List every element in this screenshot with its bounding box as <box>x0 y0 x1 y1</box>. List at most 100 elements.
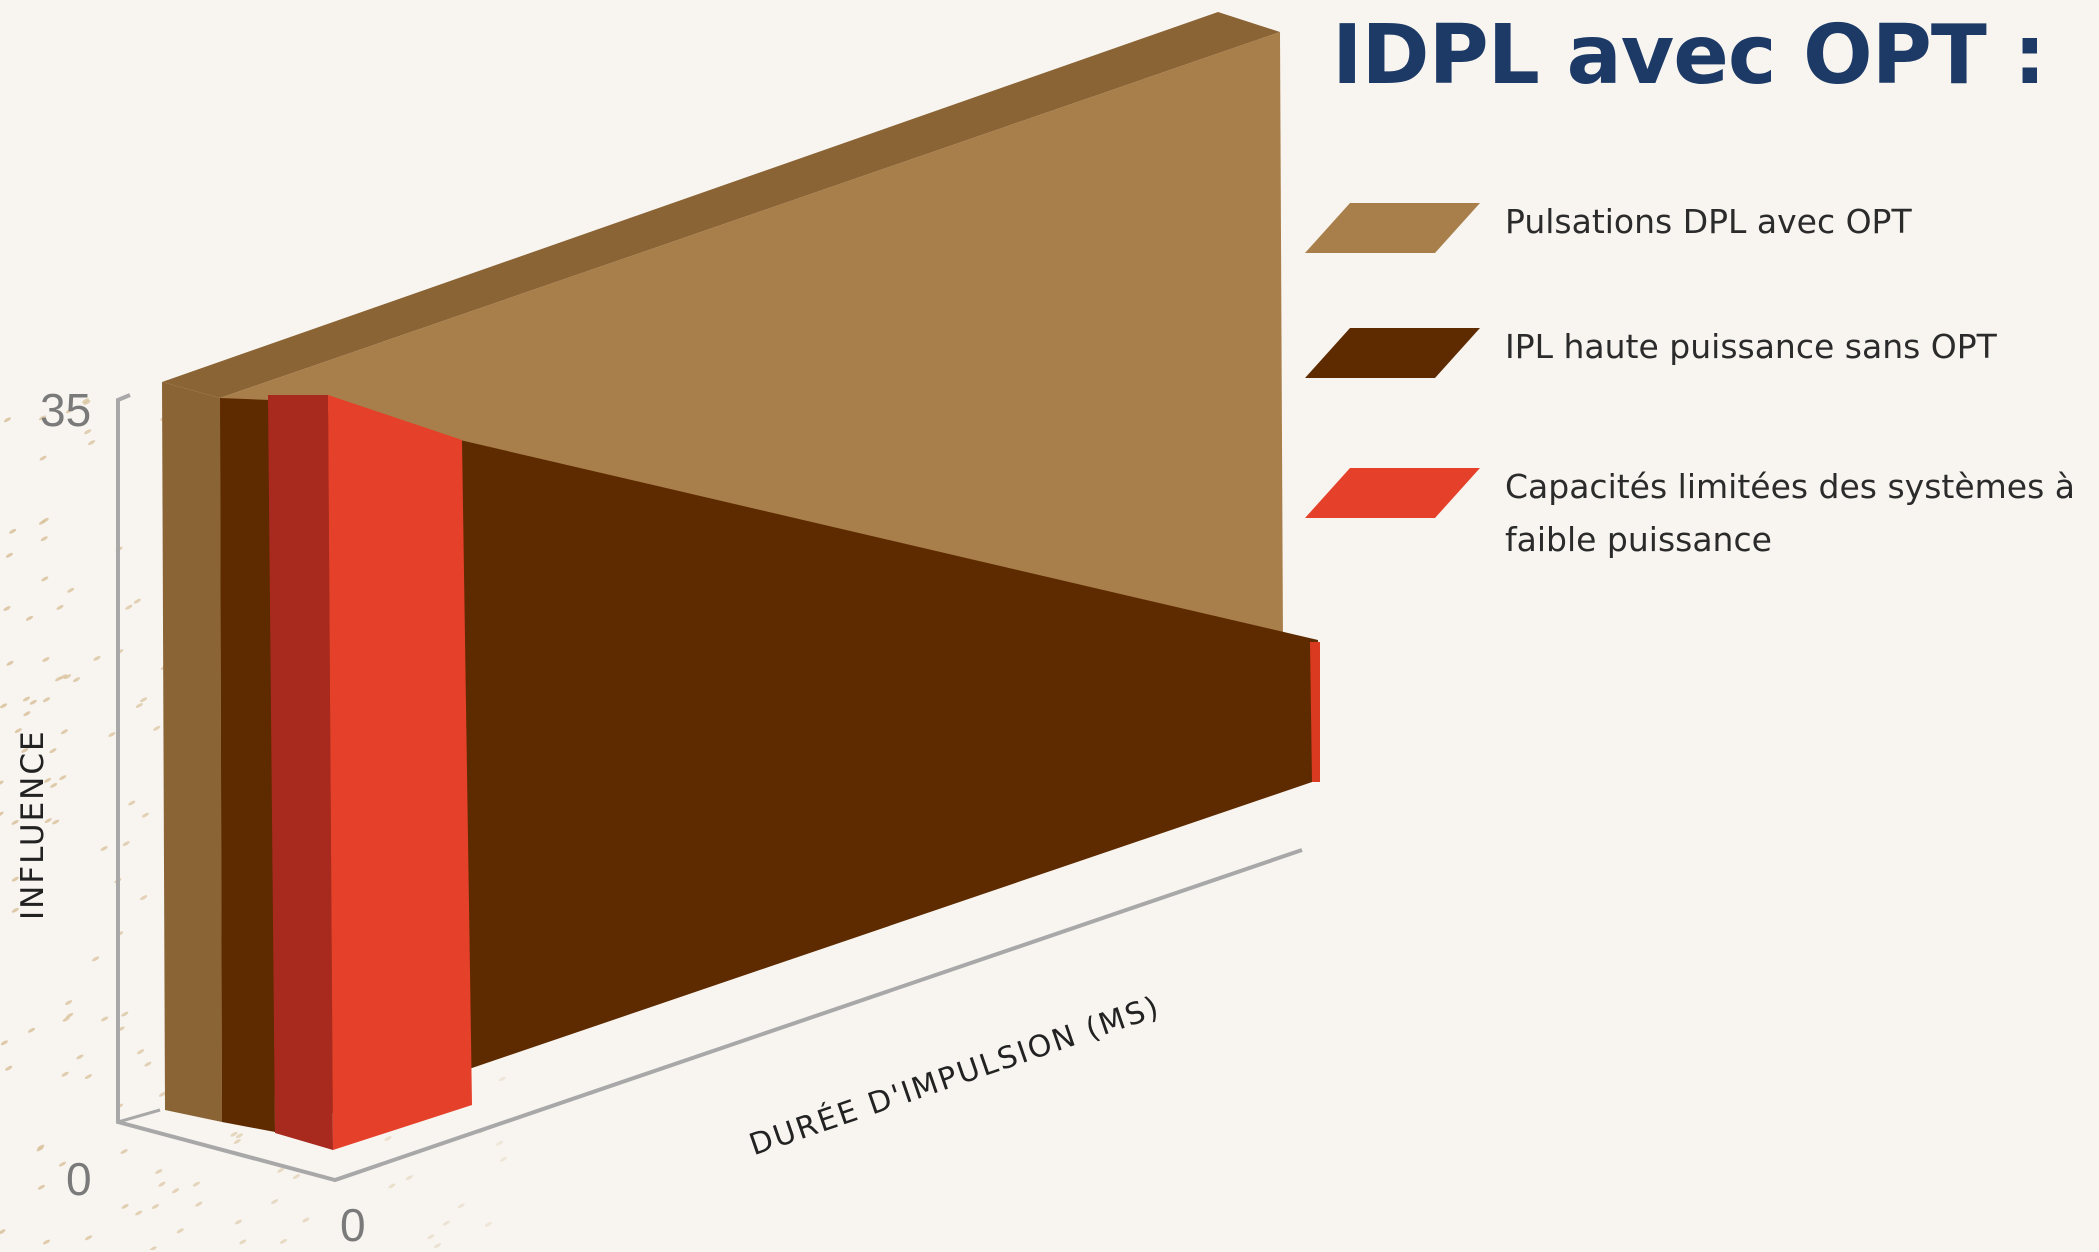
background-dot <box>149 1246 157 1250</box>
background-dot <box>65 1000 73 1006</box>
background-dot <box>100 846 108 851</box>
y-tick-min: 0 <box>66 1153 92 1205</box>
background-dot <box>44 818 52 824</box>
chart-axes <box>116 393 1303 1183</box>
legend-swatch-dpl <box>1305 203 1480 253</box>
background-dot <box>88 440 96 446</box>
background-dot <box>120 1149 128 1154</box>
background-dot <box>484 1221 492 1227</box>
chart-marks <box>162 12 1320 1150</box>
x-tick-origin: 0 <box>340 1199 366 1251</box>
series-ipl-side-face <box>220 398 275 1132</box>
background-dot <box>434 1243 442 1249</box>
background-dot <box>84 429 92 435</box>
background-dot <box>279 1238 287 1244</box>
background-dot <box>39 455 47 461</box>
background-dot <box>292 1174 301 1180</box>
background-dot <box>0 1040 8 1046</box>
background-dot <box>42 697 51 703</box>
background-dot <box>388 1183 396 1189</box>
background-dot <box>144 1061 152 1067</box>
background-dot <box>239 1239 247 1245</box>
y-axis-label: INFLUENCE <box>15 729 51 920</box>
y-tick-max: 35 <box>40 384 92 436</box>
background-dot <box>498 1076 506 1082</box>
background-dot <box>49 748 57 754</box>
background-dot <box>230 1131 238 1137</box>
background-dot <box>21 747 29 753</box>
background-dot <box>140 895 148 901</box>
legend-swatch-red <box>1305 468 1480 518</box>
series-ipl-front-face <box>270 400 1318 1132</box>
background-dot <box>499 1156 507 1162</box>
background-dot <box>135 1210 143 1216</box>
background-dot <box>27 1027 36 1033</box>
background-dot <box>85 1235 93 1241</box>
background-dot <box>135 703 143 708</box>
legend-label-dpl: Pulsations DPL avec OPT <box>1505 202 1912 241</box>
background-dot <box>121 1203 129 1209</box>
background-dot <box>60 729 68 735</box>
series-dpl-side-face <box>162 382 222 1122</box>
background-dot <box>62 1016 70 1022</box>
background-dot <box>22 696 31 702</box>
background-dot <box>128 800 136 806</box>
background-dot <box>176 1228 184 1234</box>
background-dot <box>3 417 11 423</box>
background-dot <box>14 728 22 734</box>
background-dot <box>83 400 91 405</box>
background-dot <box>38 415 47 421</box>
background-dot <box>195 1201 203 1207</box>
background-dot <box>92 956 100 962</box>
background-dot <box>277 1167 285 1173</box>
background-dot <box>271 1199 279 1205</box>
background-dot <box>50 782 58 788</box>
background-dot <box>140 697 148 703</box>
background-dot <box>302 1217 310 1223</box>
background-dot <box>125 604 133 610</box>
series-ipl-edge <box>1310 642 1320 782</box>
chart-title: IDPL avec OPT : <box>1332 8 2046 103</box>
background-dot <box>122 841 130 847</box>
legend-label-red: Capacités limitées des systèmes à faible… <box>1505 467 2075 559</box>
background-dot <box>84 1074 92 1080</box>
legend-label-ipl: IPL haute puissance sans OPT <box>1505 327 1997 366</box>
background-dot <box>0 1229 6 1235</box>
background-dot <box>6 660 14 666</box>
background-dot <box>234 1219 242 1225</box>
background-dot <box>23 711 31 717</box>
background-dot <box>235 1133 243 1139</box>
background-dot <box>3 606 11 611</box>
background-dot <box>101 1016 109 1022</box>
background-dot <box>405 1175 413 1181</box>
background-dot <box>9 528 17 534</box>
background-dot <box>5 1065 13 1071</box>
background-dot <box>121 1011 129 1017</box>
background-dot <box>61 1071 69 1077</box>
background-dot <box>158 1181 166 1187</box>
background-dot <box>233 1139 241 1144</box>
background-dot <box>5 552 13 558</box>
background-dot <box>64 674 72 680</box>
background-dot <box>66 1012 74 1018</box>
series-dpl-top-face <box>162 12 1280 398</box>
background-dot <box>155 1169 163 1174</box>
background-dot <box>384 1136 392 1141</box>
background-dot <box>11 907 19 913</box>
background-dot <box>38 519 47 525</box>
background-dot <box>37 1184 45 1190</box>
background-dot <box>133 598 141 604</box>
background-dot <box>44 777 52 783</box>
background-dot <box>40 536 48 542</box>
background-dot <box>29 699 37 705</box>
background-dot <box>192 1181 200 1187</box>
series-red-front-face <box>328 395 472 1150</box>
background-dot <box>36 1146 44 1152</box>
series-red-side-face <box>268 395 333 1150</box>
background-dot <box>158 1091 166 1097</box>
background-dot <box>55 676 63 682</box>
background-dot <box>137 1049 145 1055</box>
y-axis-depth-line <box>117 1108 161 1124</box>
